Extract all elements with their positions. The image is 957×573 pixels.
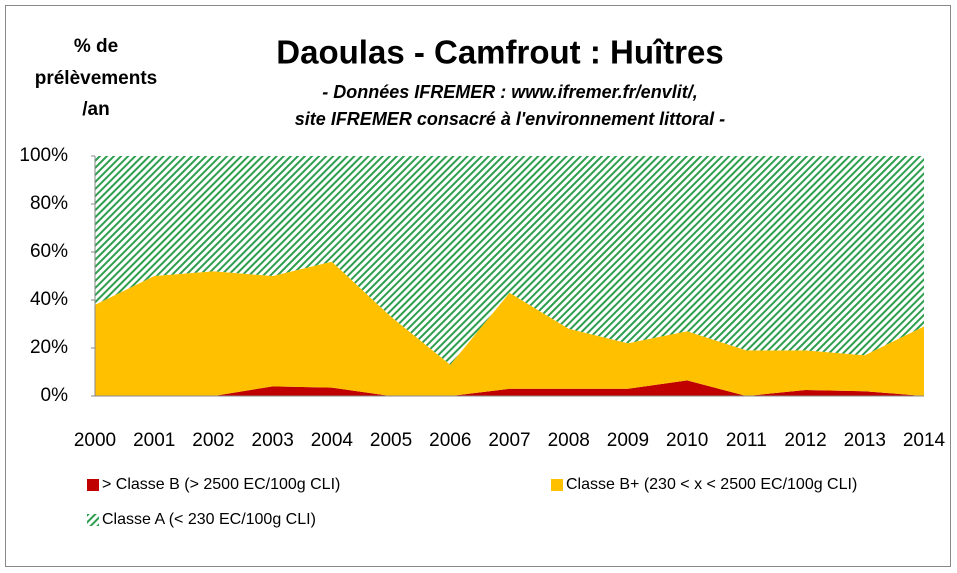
y-tick-label: 0% (41, 385, 69, 406)
x-tick-label: 2004 (311, 430, 354, 451)
x-tick-label: 2000 (74, 430, 116, 451)
y-axis-label: /an (82, 99, 109, 120)
legend-swatch (87, 479, 99, 491)
y-axis-label: prélèvements (35, 68, 158, 89)
x-tick-label: 2003 (252, 430, 294, 451)
x-tick-label: 2007 (488, 430, 530, 451)
chart-title: Daoulas - Camfrout : Huîtres (276, 34, 723, 71)
subtitle: - Données IFREMER : www.ifremer.fr/envli… (322, 82, 697, 102)
area (95, 261, 924, 396)
y-tick-label: 40% (30, 289, 68, 310)
legend-swatch (551, 479, 563, 491)
subtitle: site IFREMER consacré à l'environnement … (295, 109, 725, 129)
x-tick-label: 2014 (903, 430, 946, 451)
x-tick-label: 2011 (726, 430, 767, 451)
x-tick-label: 2009 (607, 430, 649, 451)
legend-label: Classe A (< 230 EC/100g CLI) (102, 511, 316, 528)
y-axis-label: % de (74, 36, 118, 57)
legend-label: Classe B+ (230 < x < 2500 EC/100g CLI) (566, 476, 857, 493)
y-tick-label: 100% (19, 145, 68, 166)
x-tick-label: 2012 (784, 430, 826, 451)
y-tick-label: 20% (30, 337, 68, 358)
x-tick-label: 2013 (844, 430, 886, 451)
x-tick-label: 2006 (429, 430, 471, 451)
area (95, 156, 924, 365)
x-tick-label: 2010 (666, 430, 708, 451)
legend-label: > Classe B (> 2500 EC/100g CLI) (102, 476, 340, 493)
area (95, 380, 924, 396)
x-tick-label: 2005 (370, 430, 412, 451)
legend-swatch (87, 514, 99, 526)
x-tick-label: 2001 (133, 430, 175, 451)
x-tick-label: 2002 (192, 430, 234, 451)
x-tick-label: 2008 (548, 430, 590, 451)
y-tick-label: 60% (30, 241, 68, 262)
y-tick-label: 80% (30, 193, 68, 214)
